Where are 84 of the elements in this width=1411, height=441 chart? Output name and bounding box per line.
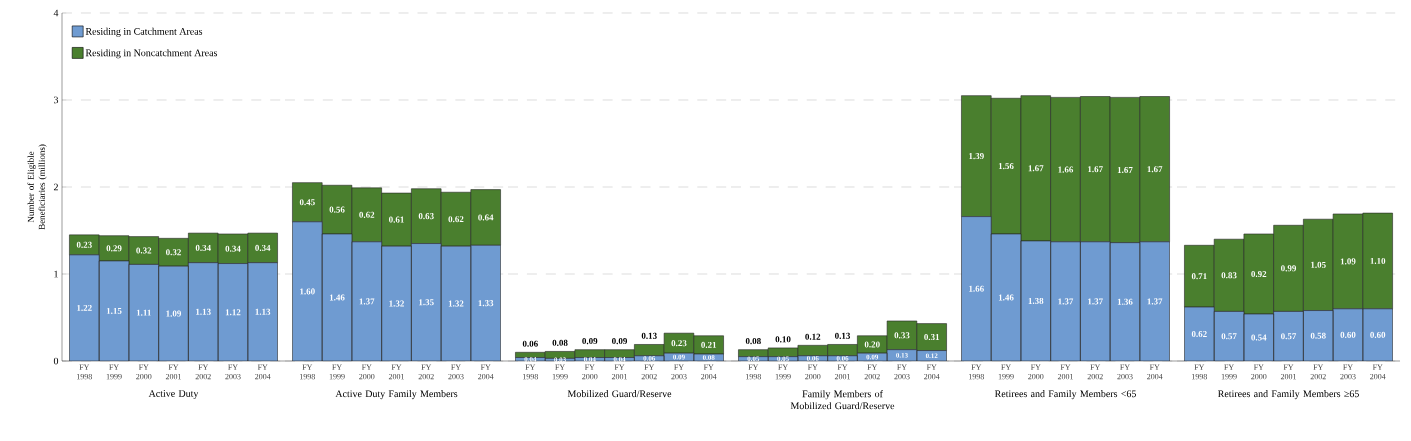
data-label: 1.67 xyxy=(1028,165,1044,172)
data-label: 0.09 xyxy=(582,338,598,345)
data-label: 0.21 xyxy=(701,341,717,348)
data-label: 0.20 xyxy=(864,341,880,348)
data-label: 1.32 xyxy=(448,300,464,307)
x-axis-title: Retirees and Family Members ≥65 xyxy=(1218,390,1359,400)
data-label: 1.12 xyxy=(225,309,241,316)
data-label: 1.60 xyxy=(300,288,315,295)
data-label: 0.33 xyxy=(894,332,910,339)
data-label: 0.62 xyxy=(359,211,375,218)
data-label: 0.64 xyxy=(478,214,494,221)
data-label: 1.36 xyxy=(1117,298,1133,305)
data-label: 0.83 xyxy=(1221,272,1237,279)
data-label: 0.57 xyxy=(1221,333,1237,340)
data-label: 0.56 xyxy=(329,206,345,213)
data-label: 0.13 xyxy=(835,332,851,339)
data-label: 1.67 xyxy=(1147,166,1163,173)
data-label: 1.67 xyxy=(1117,167,1133,174)
data-label: 0.57 xyxy=(1281,333,1297,340)
data-label: 0.99 xyxy=(1281,265,1297,272)
data-label: 0.92 xyxy=(1251,270,1267,278)
x-axis-title: Active Duty xyxy=(148,390,199,399)
data-label: 0.58 xyxy=(1310,332,1326,339)
data-label: 0.12 xyxy=(805,333,821,340)
data-label: 0.45 xyxy=(299,199,315,206)
data-label: 0.29 xyxy=(106,245,122,252)
data-label: 0.32 xyxy=(136,247,152,254)
data-label: 0.23 xyxy=(671,340,687,347)
data-label: 1.22 xyxy=(77,304,92,311)
data-label: 0.13 xyxy=(641,332,657,339)
data-label: 1.67 xyxy=(1088,166,1103,173)
data-label: 1.35 xyxy=(419,299,434,306)
data-label: 0.34 xyxy=(195,244,211,251)
data-label: 1.46 xyxy=(329,294,345,301)
data-label: 0.61 xyxy=(389,216,404,223)
data-label: 0.71 xyxy=(1191,273,1207,280)
x-axis-title: Retirees and Family Members <65 xyxy=(994,390,1137,400)
x-axis-title: Family Members of Mobilized Guard/Reserve xyxy=(790,390,895,410)
data-label: 0.08 xyxy=(745,338,761,345)
data-label: 0.34 xyxy=(225,245,241,252)
data-label: 0.08 xyxy=(552,339,568,346)
y-tick-label: 4 xyxy=(53,9,59,17)
data-label: 0.06 xyxy=(522,340,538,347)
data-label: 1.10 xyxy=(1370,257,1386,264)
data-label: 0.60 xyxy=(1340,331,1356,338)
data-label: 1.13 xyxy=(255,308,271,315)
data-label: 0.62 xyxy=(448,216,464,223)
data-label: 0.23 xyxy=(76,241,92,248)
data-label: 1.38 xyxy=(1028,297,1044,305)
data-label: 1.11 xyxy=(136,309,151,316)
y-tick-label: 2 xyxy=(53,183,58,191)
data-label: 1.66 xyxy=(969,285,984,292)
data-label: 0.62 xyxy=(1191,330,1207,338)
data-label: 1.37 xyxy=(359,298,375,305)
x-axis-title: Active Duty Family Members xyxy=(335,390,458,400)
data-label: 0.60 xyxy=(1370,331,1386,338)
data-label: 0.09 xyxy=(612,338,628,345)
data-label: 1.09 xyxy=(166,310,182,317)
y-tick-label: 0 xyxy=(53,357,59,365)
legend-label: Residing in Catchment Areas xyxy=(85,27,203,37)
data-label: 1.56 xyxy=(998,163,1014,170)
x-axis-title: Mobilized Guard/Reserve xyxy=(567,390,672,398)
y-tick-label: 1 xyxy=(54,270,58,278)
data-label: 1.37 xyxy=(1088,298,1103,305)
data-label: 1.09 xyxy=(1340,258,1356,265)
data-label: 0.32 xyxy=(166,249,181,256)
data-label: 0.10 xyxy=(775,336,791,343)
data-label: 1.33 xyxy=(478,300,494,307)
data-label: 1.39 xyxy=(969,153,984,160)
data-label: 0.54 xyxy=(1251,334,1267,341)
data-label: 1.46 xyxy=(998,294,1014,301)
data-label: 1.05 xyxy=(1311,261,1326,268)
data-label: 0.31 xyxy=(924,334,940,341)
data-label: 0.34 xyxy=(255,244,271,251)
data-label: 1.13 xyxy=(196,308,211,315)
data-label: 0.63 xyxy=(418,213,434,220)
y-axis-title: Number of Eligible Beneficiaries (millions) xyxy=(27,144,47,230)
data-label: 1.37 xyxy=(1058,298,1074,305)
data-label: 1.32 xyxy=(389,300,404,307)
legend-label: Residing in Noncatchment Areas xyxy=(85,49,218,59)
data-label: 1.37 xyxy=(1147,298,1163,305)
data-label: 1.15 xyxy=(106,307,122,314)
data-label: 1.66 xyxy=(1058,166,1074,173)
y-tick-label: 3 xyxy=(53,96,59,104)
